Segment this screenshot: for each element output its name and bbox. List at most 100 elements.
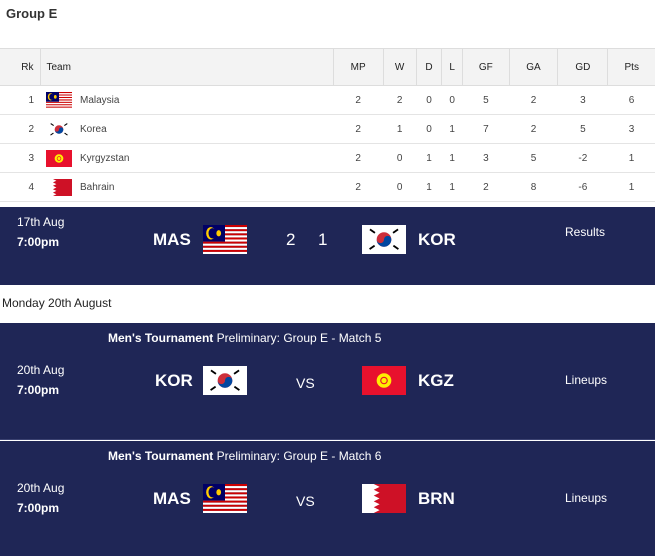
rank-cell: 2 — [0, 114, 40, 144]
date-text: 20th Aug — [17, 363, 65, 377]
away-team-code: KOR — [418, 230, 456, 249]
l-cell: 1 — [441, 114, 463, 144]
col-pts[interactable]: Pts — [607, 48, 655, 86]
gd-cell: 3 — [557, 85, 608, 115]
l-cell: 1 — [441, 143, 463, 173]
standings-table: Rk Team MP W D L GF GA GD Pts 1 Malaysia 2… — [0, 48, 655, 202]
table-header: Rk Team MP W D L GF GA GD Pts — [0, 48, 655, 86]
pts-cell: 6 — [607, 85, 655, 115]
match-date: 17th Aug 7:00pm — [17, 212, 64, 252]
korea-flag-icon — [46, 120, 72, 138]
stage-text: Preliminary: Group E - Match 6 — [216, 449, 382, 463]
table-row[interactable]: 2 Korea 2 1 0 1 7 2 5 3 — [0, 114, 655, 144]
home-team-code: KOR — [155, 371, 193, 390]
col-gf[interactable]: GF — [461, 48, 510, 86]
malaysia-flag-icon — [203, 484, 247, 513]
w-cell: 0 — [383, 143, 417, 173]
home-score: 2 — [286, 230, 296, 249]
table-row[interactable]: 1 Malaysia 2 2 0 0 5 2 3 6 — [0, 85, 655, 115]
result-card: 17th Aug 7:00pm MAS 2 1 KOR Results — [0, 207, 655, 285]
ga-cell: 8 — [509, 172, 558, 202]
match-date: 20th Aug 7:00pm — [17, 360, 64, 400]
d-cell: 0 — [416, 85, 442, 115]
mp-cell: 2 — [333, 172, 384, 202]
competition-label: Men's Tournament Preliminary: Group E - … — [108, 449, 381, 463]
fixture-card: Men's Tournament Preliminary: Group E - … — [0, 441, 655, 556]
mp-cell: 2 — [333, 85, 384, 115]
pts-cell: 1 — [607, 172, 655, 202]
bahrain-flag-icon — [46, 178, 72, 196]
rank-cell: 3 — [0, 143, 40, 173]
date-text: 20th Aug — [17, 481, 65, 495]
time-text: 7:00pm — [17, 235, 60, 249]
table-row[interactable]: 4 Bahrain 2 0 1 1 2 8 -6 1 — [0, 172, 655, 202]
gf-cell: 7 — [462, 114, 510, 144]
l-cell: 1 — [441, 172, 463, 202]
w-cell: 2 — [383, 85, 417, 115]
gd-cell: 5 — [557, 114, 608, 144]
l-cell: 0 — [441, 85, 463, 115]
col-l[interactable]: L — [441, 48, 463, 86]
away-score: 1 — [318, 230, 328, 249]
bahrain-flag-icon — [362, 484, 406, 513]
lineups-link[interactable]: Lineups — [565, 491, 608, 505]
team-cell[interactable]: Korea — [40, 114, 333, 144]
d-cell: 1 — [416, 172, 442, 202]
table-row[interactable]: 3 Kyrgyzstan 2 0 1 1 3 5 -2 1 — [0, 143, 655, 173]
competition-name: Men's Tournament — [108, 331, 214, 345]
vs-label: VS — [296, 493, 315, 509]
team-name[interactable]: Kyrgyzstan — [80, 152, 130, 164]
col-ga[interactable]: GA — [508, 48, 558, 86]
gf-cell: 2 — [462, 172, 510, 202]
col-d[interactable]: D — [415, 48, 442, 86]
d-cell: 0 — [416, 114, 442, 144]
gd-cell: -2 — [557, 143, 608, 173]
rank-cell: 1 — [0, 85, 40, 115]
col-team[interactable]: Team — [39, 48, 333, 86]
competition-label: Men's Tournament Preliminary: Group E - … — [108, 331, 381, 345]
time-text: 7:00pm — [17, 501, 60, 515]
d-cell: 1 — [416, 143, 442, 173]
home-team-code: MAS — [153, 489, 191, 508]
stage-text: Preliminary: Group E - Match 5 — [216, 331, 382, 345]
team-name[interactable]: Malaysia — [80, 94, 120, 106]
pts-cell: 3 — [607, 114, 655, 144]
ga-cell: 5 — [509, 143, 558, 173]
mp-cell: 2 — [333, 114, 384, 144]
korea-flag-icon — [203, 366, 247, 395]
gf-cell: 3 — [462, 143, 510, 173]
time-text: 7:00pm — [17, 383, 60, 397]
team-cell[interactable]: Kyrgyzstan — [40, 143, 333, 173]
team-name[interactable]: Korea — [80, 123, 107, 135]
col-gd[interactable]: GD — [557, 48, 608, 86]
home-team-code: MAS — [153, 230, 191, 249]
korea-flag-icon — [362, 225, 406, 254]
malaysia-flag-icon — [46, 91, 72, 109]
team-cell[interactable]: Bahrain — [40, 172, 333, 202]
match-date: 20th Aug 7:00pm — [17, 478, 64, 518]
group-title: Group E — [6, 6, 58, 21]
ga-cell: 2 — [509, 114, 558, 144]
ga-cell: 2 — [509, 85, 558, 115]
results-link[interactable]: Results — [565, 225, 606, 239]
away-team-code: BRN — [418, 489, 455, 508]
gf-cell: 5 — [462, 85, 510, 115]
col-mp[interactable]: MP — [332, 48, 384, 86]
rank-cell: 4 — [0, 172, 40, 202]
mp-cell: 2 — [333, 143, 384, 173]
col-w[interactable]: W — [382, 48, 417, 86]
day-label: Monday 20th August — [2, 296, 112, 310]
w-cell: 0 — [383, 172, 417, 202]
competition-name: Men's Tournament — [108, 449, 214, 463]
team-name[interactable]: Bahrain — [80, 181, 115, 193]
malaysia-flag-icon — [203, 225, 247, 254]
kyrgyzstan-flag-icon — [46, 149, 72, 167]
vs-label: VS — [296, 375, 315, 391]
lineups-link[interactable]: Lineups — [565, 373, 608, 387]
team-cell[interactable]: Malaysia — [40, 85, 333, 115]
gd-cell: -6 — [557, 172, 608, 202]
w-cell: 1 — [383, 114, 417, 144]
away-team-code: KGZ — [418, 371, 454, 390]
kyrgyzstan-flag-icon — [362, 366, 406, 395]
col-rk[interactable]: Rk — [0, 48, 40, 86]
